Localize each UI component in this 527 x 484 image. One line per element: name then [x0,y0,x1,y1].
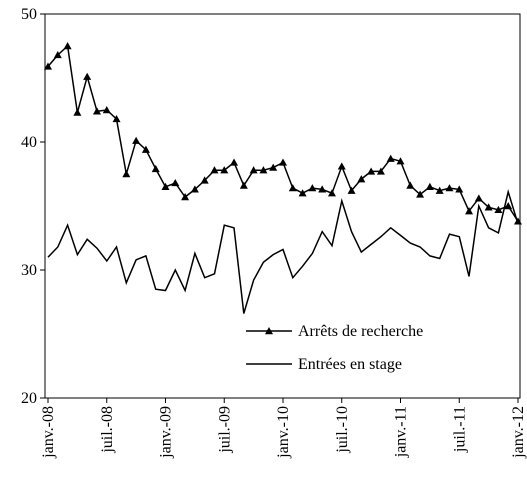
point-marker [406,181,415,189]
x-tick-label: janv.-10 [275,406,292,459]
point-marker [259,166,268,174]
point-marker [416,190,425,198]
point-marker [504,202,513,210]
point-marker [181,193,190,201]
point-marker [484,203,493,211]
point-marker [102,106,111,114]
point-marker [494,205,503,214]
point-marker [73,108,82,116]
x-tick-label: janv.-11 [393,406,410,458]
point-marker [92,107,101,115]
point-marker [308,184,317,192]
y-tick-label: 30 [21,262,37,279]
point-marker [53,50,62,59]
point-marker [445,184,454,192]
point-marker [112,114,121,123]
point-marker [367,167,376,175]
point-marker [44,62,52,70]
point-marker [230,158,239,166]
legend-box [240,314,519,382]
y-tick-label: 50 [21,6,37,23]
point-marker [151,164,160,173]
point-marker [269,163,278,171]
x-tick-label: janv.-08 [40,406,57,459]
point-marker [347,186,356,194]
x-tick-label: juil.-08 [99,406,116,454]
x-tick-label: juil.-10 [334,406,351,454]
point-marker [318,185,327,193]
point-marker [200,176,209,184]
point-marker [132,136,141,144]
legend-label: Arrêts de recherche [298,323,423,340]
point-marker [425,182,434,190]
point-marker [298,189,307,197]
point-marker [396,157,405,165]
point-marker [63,42,72,50]
point-marker [239,181,248,189]
point-marker [376,167,385,175]
x-tick-label: juil.-09 [216,406,233,454]
point-marker [279,158,287,166]
point-marker [465,207,474,215]
series-line [47,44,519,222]
y-tick-label: 40 [21,134,37,151]
series-line [47,189,519,314]
x-tick-label: janv.-12 [510,406,527,459]
point-marker [474,194,483,202]
point-marker [357,175,366,183]
point-marker [171,178,180,187]
point-marker [386,154,395,162]
point-marker [122,170,131,178]
x-tick-label: janv.-09 [158,406,175,459]
point-marker [210,166,219,174]
point-marker [141,145,150,153]
point-marker [288,184,297,192]
point-marker [220,166,229,174]
y-tick-label: 20 [21,390,37,407]
x-tick-label: juil.-11 [451,406,468,453]
point-marker [337,162,346,170]
point-marker [190,185,199,193]
point-marker [327,189,336,197]
legend-label: Entrées en stage [298,356,402,373]
point-marker [161,182,170,190]
point-marker [249,166,258,174]
legend-marker [265,327,273,335]
point-marker [83,72,92,80]
point-marker [455,185,464,193]
point-marker [514,217,522,225]
point-marker [435,186,444,194]
